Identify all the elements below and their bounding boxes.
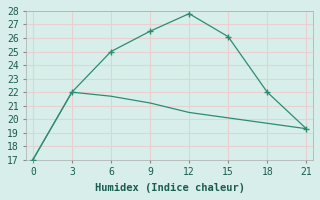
X-axis label: Humidex (Indice chaleur): Humidex (Indice chaleur) <box>95 183 244 193</box>
